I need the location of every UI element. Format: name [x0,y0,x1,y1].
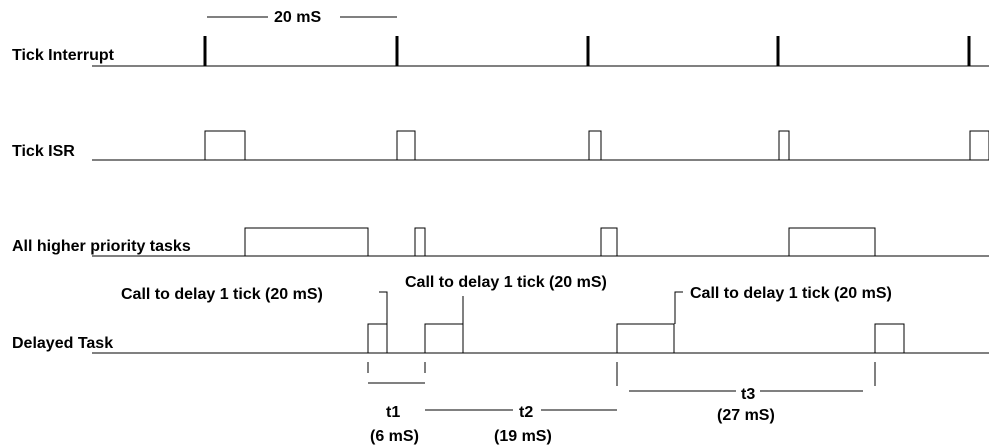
interval-t2: t2 (19 mS) [425,404,617,445]
row-higher-priority: All higher priority tasks [12,227,989,257]
isr-pulse [778,130,790,161]
isr-pulse [969,130,989,161]
period-label: 20 mS [274,9,321,26]
call-label: Call to delay 1 tick (20 mS) [690,285,892,302]
higher-priority-pulse [788,227,876,257]
interval-duration-t2: (19 mS) [494,428,552,445]
interval-duration-t1: (6 mS) [370,428,419,445]
row-tick-isr: Tick ISR [12,130,989,161]
call-leader-line [674,291,683,324]
isr-pulse [588,130,602,161]
isr-pulse [396,130,416,161]
interval-duration-t3: (27 mS) [717,407,775,424]
call-annotation-3: Call to delay 1 tick (20 mS) [674,285,892,324]
higher-priority-pulse [600,227,618,257]
row-label-tick-isr: Tick ISR [12,143,75,160]
interval-t1: t1 (6 mS) [367,362,426,445]
period-annotation: 20 mS [207,9,397,26]
interval-t3: t3 (27 mS) [616,362,876,424]
call-annotation-2: Call to delay 1 tick (20 mS) [405,274,607,324]
call-leader-line [379,291,388,324]
delayed-task-pulse [616,323,675,354]
interval-label-t2: t2 [519,404,533,421]
row-label-delayed-task: Delayed Task [12,335,113,352]
interval-label-t1: t1 [386,404,400,421]
row-delayed-task: Delayed Task [12,323,989,354]
row-label-higher-priority: All higher priority tasks [12,238,191,255]
delayed-task-pulse [367,323,388,354]
call-label: Call to delay 1 tick (20 mS) [121,286,323,303]
higher-priority-pulse [414,227,426,257]
row-label-tick-interrupt: Tick Interrupt [12,47,115,64]
call-annotation-1: Call to delay 1 tick (20 mS) [121,286,388,324]
isr-pulse [204,130,246,161]
row-tick-interrupt: Tick Interrupt [12,36,989,67]
higher-priority-pulse [244,227,369,257]
call-label: Call to delay 1 tick (20 mS) [405,274,607,291]
delayed-task-pulse [424,323,464,354]
delayed-task-pulse [874,323,905,354]
interval-label-t3: t3 [741,386,755,403]
